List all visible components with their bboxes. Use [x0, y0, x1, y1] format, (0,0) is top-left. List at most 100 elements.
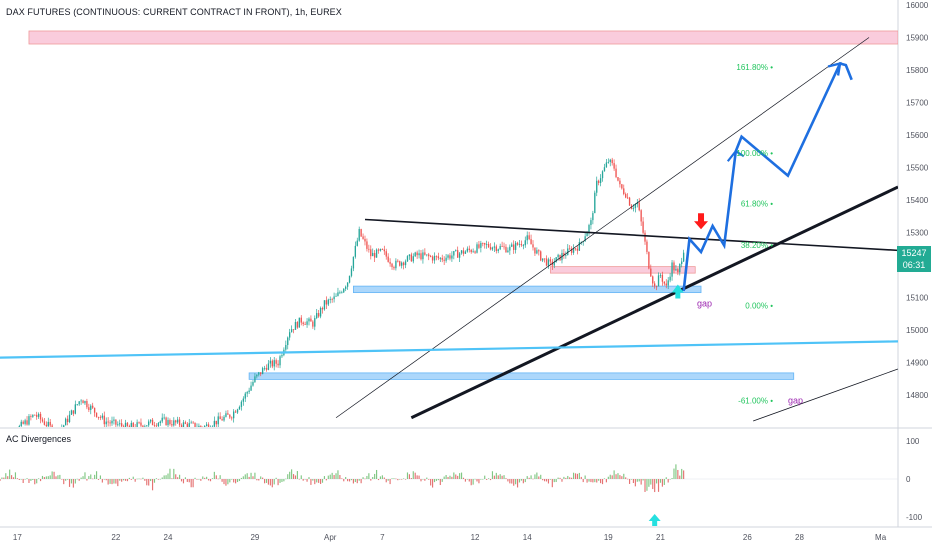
candle-body [530, 239, 532, 245]
candle-body [572, 248, 575, 253]
candle-body [124, 422, 127, 427]
osc-bar [437, 479, 439, 481]
candle-body [636, 202, 638, 205]
osc-bar [457, 475, 459, 479]
osc-bar [204, 477, 206, 479]
candle-body [244, 393, 246, 399]
candle-body [213, 420, 216, 427]
osc-bar [572, 472, 575, 479]
osc-bar [435, 479, 438, 481]
candle-body [368, 248, 370, 250]
candle-body [111, 420, 113, 424]
candle-body [665, 283, 667, 286]
y-tick-label: 15700 [906, 99, 929, 108]
osc-bar [16, 478, 18, 479]
candle-body [574, 248, 577, 250]
candle-body [236, 409, 239, 413]
fib-label-2: 61.80% • [741, 199, 773, 208]
osc-bar [335, 473, 337, 479]
candle-body [146, 425, 148, 427]
osc-bar [395, 478, 397, 480]
candle-body [308, 318, 310, 322]
x-tick-label: 22 [111, 533, 120, 542]
arrow-up-1 [671, 284, 684, 299]
candle-body [570, 248, 573, 253]
candle-body [231, 417, 233, 419]
candle-body [225, 413, 227, 417]
candle-body [453, 251, 455, 256]
osc-tick-label: 0 [906, 475, 911, 484]
candle-body [314, 318, 316, 327]
candle-body [464, 251, 467, 254]
osc-bar [95, 471, 98, 479]
candle-body [242, 398, 245, 402]
candle-body [144, 426, 146, 427]
osc-bar [20, 479, 22, 480]
osc-bar [646, 479, 648, 491]
candle-body [567, 248, 569, 256]
x-tick-label: 28 [795, 533, 804, 542]
osc-tick-label: 100 [906, 437, 920, 446]
candle-body [557, 254, 559, 258]
y-tick-label: 15400 [906, 196, 929, 205]
candle-body [541, 258, 544, 261]
osc-bar [227, 479, 229, 485]
osc-bar [111, 479, 113, 485]
osc-bar [667, 479, 669, 483]
candle-body [263, 367, 266, 369]
candle-body [416, 252, 418, 256]
osc-bar [221, 479, 223, 482]
osc-bar [308, 477, 310, 479]
osc-bar [254, 472, 256, 479]
candle-body [298, 317, 301, 328]
candle-body [648, 251, 650, 269]
x-tick-label: 19 [604, 533, 613, 542]
osc-bar [580, 476, 582, 479]
osc-bar [661, 479, 663, 487]
osc-bar [600, 479, 602, 484]
osc-bar [9, 469, 11, 479]
osc-bar [179, 474, 181, 479]
osc-bar [422, 479, 424, 480]
osc-bar [459, 473, 461, 479]
osc-bar [233, 479, 235, 483]
candle-body [679, 264, 681, 273]
osc-bar [318, 479, 320, 483]
osc-bar [642, 479, 644, 481]
osc-bar [460, 472, 463, 479]
osc-bar [70, 479, 73, 484]
osc-bar [180, 479, 183, 482]
osc-bar [88, 476, 90, 479]
osc-bar [184, 477, 186, 479]
candle-body [163, 417, 165, 419]
candle-body [621, 184, 623, 189]
osc-tick-label: -100 [906, 513, 923, 522]
osc-bar [256, 479, 258, 481]
candle-body [447, 255, 449, 258]
osc-bar [650, 479, 652, 485]
candle-body [171, 424, 173, 426]
osc-bar [291, 469, 293, 479]
candle-body [285, 345, 287, 350]
candle-body [240, 401, 243, 407]
osc-bar [673, 468, 675, 479]
candle-body [178, 419, 181, 426]
osc-bar [341, 478, 343, 479]
osc-bar [391, 478, 393, 479]
osc-bar [545, 479, 548, 482]
osc-bar [7, 476, 9, 479]
osc-bar [128, 477, 130, 479]
osc-bar [271, 479, 273, 488]
candle-body [379, 249, 382, 251]
osc-bar [188, 479, 190, 483]
osc-bar [683, 470, 685, 479]
candle-body [414, 252, 416, 257]
candle-body [443, 259, 445, 261]
candle-body [182, 422, 185, 427]
candle-body [345, 286, 347, 289]
osc-bar [126, 479, 129, 482]
candle-body [343, 288, 345, 293]
osc-bar [134, 479, 136, 482]
osc-bar [611, 475, 613, 479]
